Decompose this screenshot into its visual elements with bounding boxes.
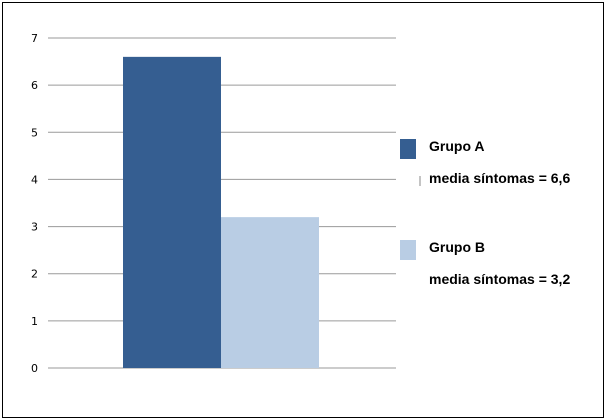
y-tick-label: 2 <box>31 268 38 281</box>
legend-title: Grupo B <box>429 239 485 255</box>
y-tick-label: 3 <box>31 221 38 234</box>
bar <box>123 56 221 368</box>
legend-detail: media síntomas = 3,2 <box>429 271 570 287</box>
y-tick-label: 7 <box>31 32 38 45</box>
y-tick-label: 1 <box>31 315 38 328</box>
legend-title: Grupo A <box>429 138 484 154</box>
legend-swatch <box>400 240 416 260</box>
legend-swatch <box>400 139 416 159</box>
y-tick-label: 5 <box>31 126 38 139</box>
legend-detail: media síntomas = 6,6 <box>429 170 570 186</box>
y-tick-label: 0 <box>31 362 38 375</box>
y-tick-label: 4 <box>31 173 38 186</box>
bar <box>221 217 319 368</box>
y-tick-label: 6 <box>31 79 38 92</box>
